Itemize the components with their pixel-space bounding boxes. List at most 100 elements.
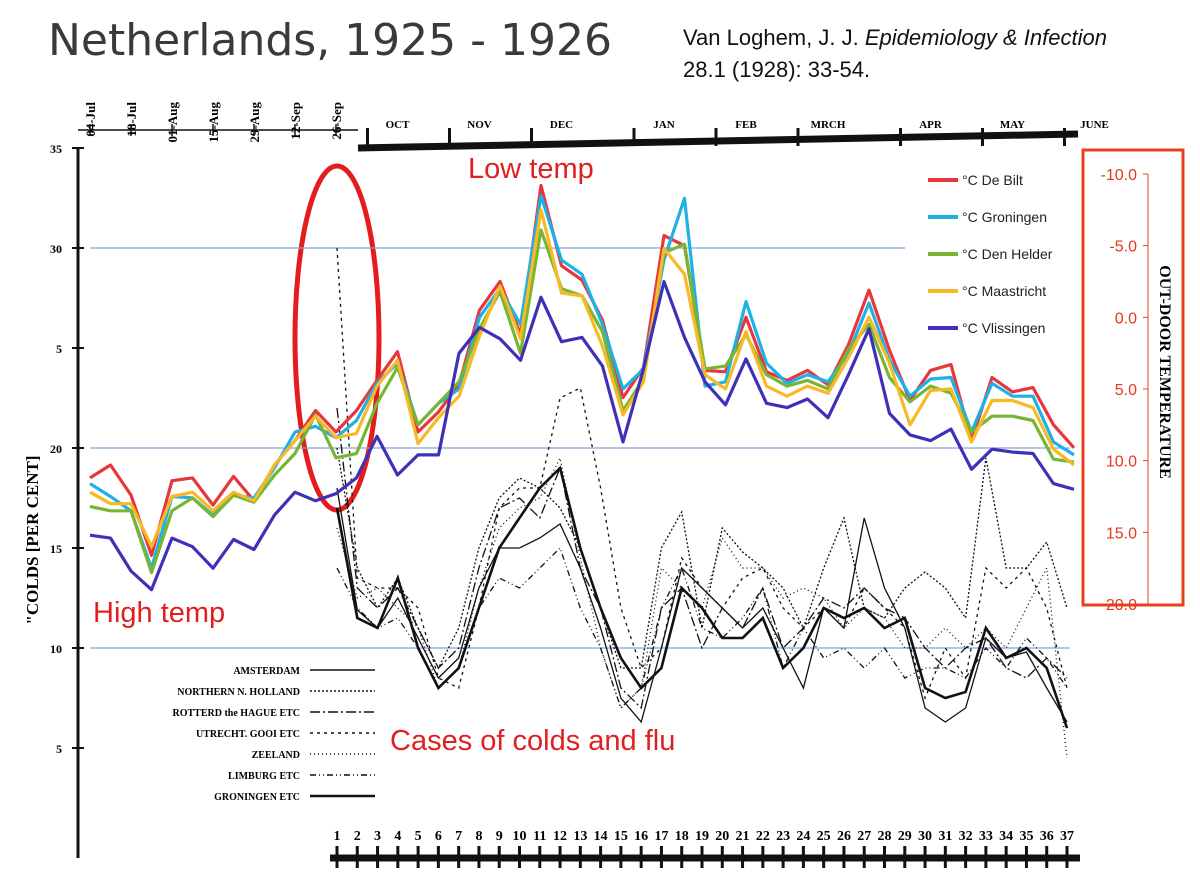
x-tick-label: 33 (979, 829, 993, 844)
y2-tick-label: -5.0 (1109, 239, 1137, 256)
legend-label: °C Maastricht (962, 283, 1046, 299)
x-tick-label: 26-Sep (329, 102, 344, 140)
x-tick-label: 10 (513, 829, 527, 844)
legend-box (100, 655, 385, 803)
series-line (336, 447, 1068, 670)
x-tick-label: JAN (653, 119, 674, 131)
x-tick-label: 21 (736, 829, 750, 844)
series-line (335, 465, 1069, 729)
x-tick-label: JUNE (1080, 119, 1109, 131)
x-tick-label: 30 (918, 829, 932, 844)
x-tick-label: 16 (634, 829, 648, 844)
x-tick-label: 31 (938, 829, 952, 844)
x-tick-label: 13 (573, 829, 587, 844)
legend-label: °C Groningen (962, 209, 1047, 225)
citation-details: 28.1 (1928): 33-54. (683, 57, 870, 82)
x-tick-label: 23 (776, 829, 790, 844)
legend-label: AMSTERDAM (233, 666, 300, 677)
y-tick-label: 10 (50, 642, 62, 656)
x-tick-label: 25 (817, 829, 831, 844)
y-tick-label: 5 (56, 342, 62, 356)
x-tick-label: 20 (715, 829, 729, 844)
citation: Van Loghem, J. J. Epidemiology & Infecti… (683, 25, 1107, 50)
top-axis-bar (357, 130, 1079, 152)
x-tick-label: 3 (374, 829, 381, 844)
y2-axis-label: OUT-DOOR TEMPERATURE (1156, 265, 1173, 479)
legend-label: ROTTERD the HAGUE ETC (172, 708, 300, 719)
x-tick-label: 27 (857, 829, 871, 844)
x-tick-label: 19 (695, 829, 709, 844)
x-tick-label: 35 (1019, 829, 1033, 844)
citation-author: Van Loghem, J. J. (683, 25, 859, 50)
y2-tick-label: 0.0 (1115, 310, 1137, 327)
x-tick-label: 7 (455, 829, 462, 844)
x-tick-label: 18-Jul (124, 102, 139, 137)
x-tick-label: 01-Aug (165, 102, 180, 143)
page-title: Netherlands, 1925 - 1926 (48, 15, 612, 66)
x-tick-label: 29 (898, 829, 912, 844)
legend-label: ZEELAND (252, 750, 300, 761)
x-tick-label: 1 (334, 829, 341, 844)
x-tick-label: 34 (999, 829, 1013, 844)
x-tick-label: 24 (796, 829, 810, 844)
x-tick-label: 12 (553, 829, 567, 844)
x-tick-label: 22 (756, 829, 770, 844)
series-line (336, 247, 1068, 700)
x-tick-label: 15 (614, 829, 628, 844)
series-line (89, 193, 1075, 570)
y-tick-label: 30 (50, 242, 62, 256)
x-tick-label: NOV (467, 119, 492, 131)
x-tick-label: 37 (1060, 829, 1074, 844)
annotation: High temp (93, 597, 225, 629)
legend-label: LIMBURG ETC (228, 771, 300, 782)
x-tick-label: 14 (594, 829, 608, 844)
x-tick-label: 15-Aug (206, 102, 221, 143)
x-tick-label: 29-Aug (247, 102, 262, 143)
series-line (336, 546, 1068, 710)
citation-journal: Epidemiology & Infection (865, 25, 1107, 50)
x-tick-label: MRCH (811, 119, 846, 131)
legend-label: °C Vlissingen (962, 320, 1045, 336)
y-tick-label: 15 (50, 542, 62, 556)
y-tick-label: 35 (50, 142, 62, 156)
series-line (89, 208, 1075, 549)
x-tick-label: 18 (675, 829, 689, 844)
y2-tick-label: 15.0 (1106, 525, 1137, 542)
y2-tick-label: 10.0 (1106, 454, 1137, 471)
y-tick-label: 5 (56, 742, 62, 756)
legend-label: UTRECHT. GOOI ETC (196, 729, 300, 740)
x-tick-label: 2 (354, 829, 361, 844)
annotation: Cases of colds and flu (390, 725, 675, 757)
x-tick-label: 12-Sep (288, 102, 303, 140)
x-tick-label: 17 (654, 829, 668, 844)
x-tick-label: 28 (878, 829, 892, 844)
x-tick-label: 36 (1040, 829, 1054, 844)
x-tick-label: 32 (959, 829, 973, 844)
legend-label: GRONINGEN ETC (214, 792, 300, 803)
y-axis-label: "COLDS [PER CENT] (23, 455, 42, 624)
legend-label: °C De Bilt (962, 172, 1023, 188)
y-tick-label: 20 (50, 442, 62, 456)
x-tick-label: 9 (496, 829, 503, 844)
x-tick-label: OCT (386, 119, 411, 131)
series-line (89, 279, 1075, 592)
x-tick-label: 8 (475, 829, 482, 844)
x-tick-label: 11 (533, 829, 546, 844)
legend-label: °C Den Helder (962, 246, 1053, 262)
y2-tick-label: -10.0 (1101, 167, 1138, 184)
x-tick-label: 6 (435, 829, 442, 844)
x-tick-label: 5 (415, 829, 422, 844)
x-tick-label: APR (919, 119, 943, 131)
series-line (89, 183, 1076, 557)
series-line (336, 407, 1068, 710)
x-tick-label: 26 (837, 829, 851, 844)
annotation: Low temp (468, 153, 594, 185)
x-tick-label: 4 (394, 829, 401, 844)
x-tick-label: MAY (1000, 119, 1025, 131)
x-tick-label: FEB (735, 119, 757, 131)
y2-tick-label: 5.0 (1115, 382, 1137, 399)
legend-label: NORTHERN N. HOLLAND (177, 687, 300, 698)
y2-tick-label: 20.0 (1106, 597, 1137, 614)
